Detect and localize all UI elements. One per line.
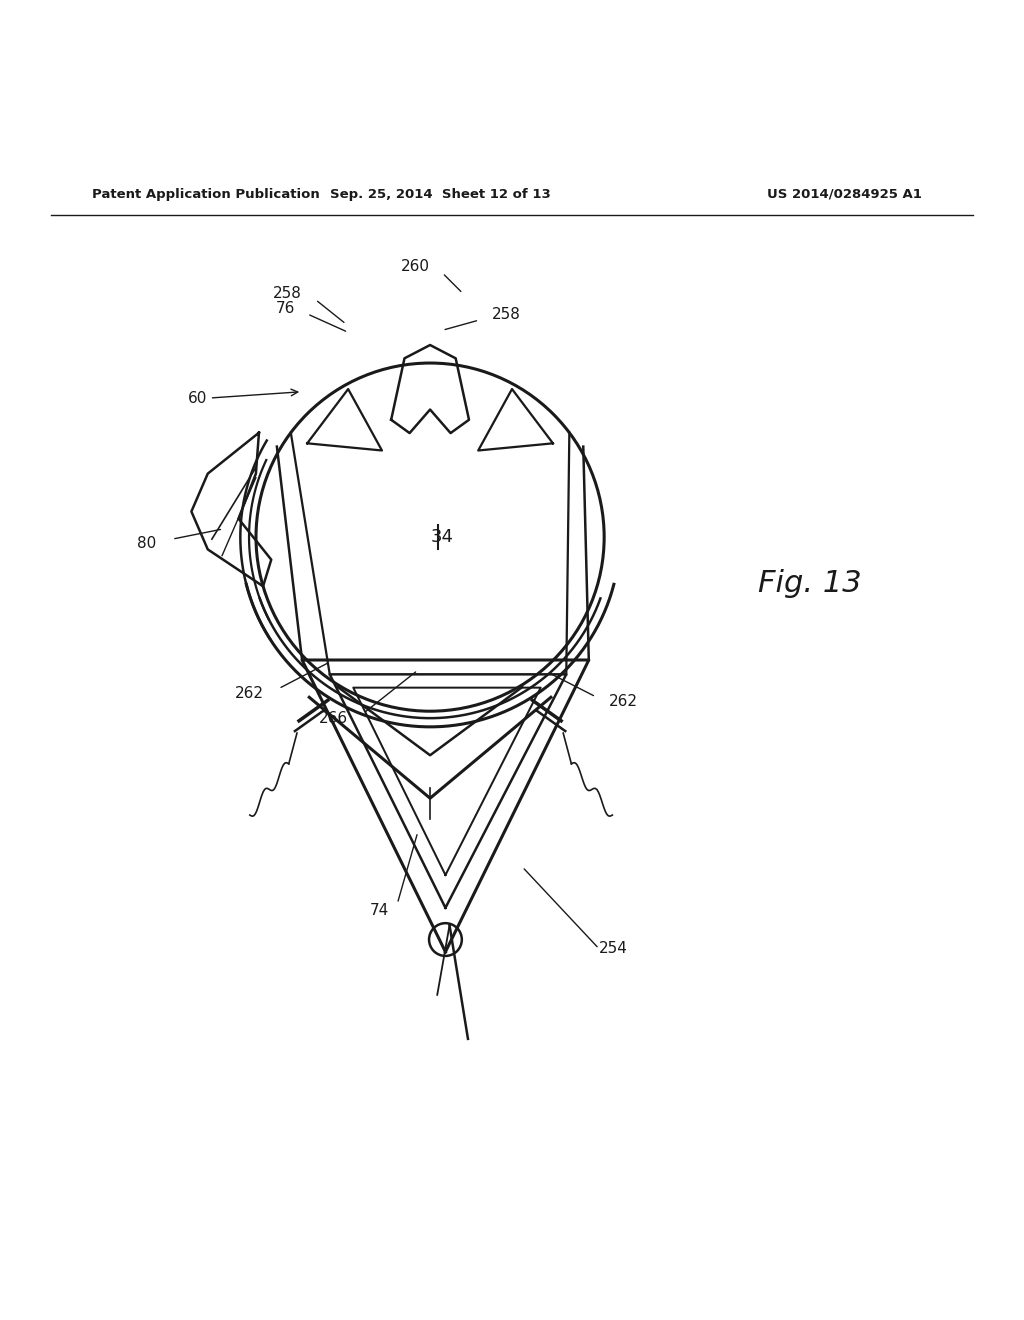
Text: US 2014/0284925 A1: US 2014/0284925 A1 [767,187,922,201]
Text: 262: 262 [609,694,638,709]
Text: 60: 60 [187,389,298,407]
Text: 260: 260 [401,259,430,275]
Text: 266: 266 [319,711,348,726]
Text: 254: 254 [599,941,628,956]
Text: 262: 262 [236,686,264,701]
Text: 34: 34 [431,528,454,546]
Text: 258: 258 [273,286,302,301]
Text: Patent Application Publication: Patent Application Publication [92,187,319,201]
Text: Sep. 25, 2014  Sheet 12 of 13: Sep. 25, 2014 Sheet 12 of 13 [330,187,551,201]
Text: Fig. 13: Fig. 13 [758,569,861,598]
Circle shape [429,923,462,956]
Text: 258: 258 [492,308,520,322]
Text: 74: 74 [370,903,388,919]
Text: 80: 80 [137,536,157,550]
Text: 76: 76 [275,301,295,317]
